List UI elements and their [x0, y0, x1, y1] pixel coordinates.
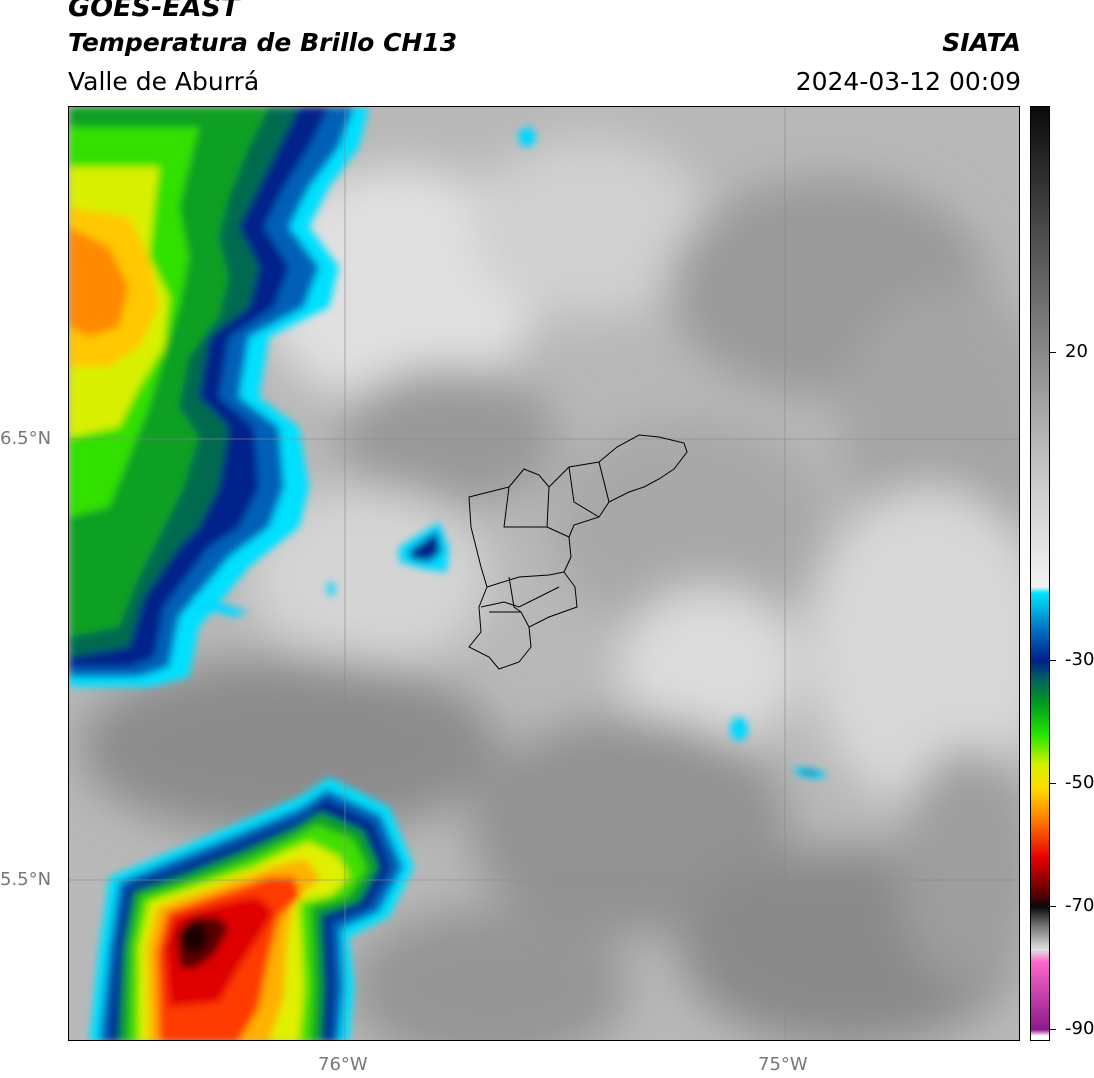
- colorbar-tick: [1050, 659, 1056, 661]
- colorbar-tick-label: -70: [1065, 894, 1094, 916]
- valley-boundaries: [468, 434, 688, 670]
- isolated-cells: [194, 127, 829, 779]
- cloud-texture: [79, 137, 1019, 1040]
- region-subtitle: Valle de Aburrá: [68, 67, 260, 96]
- colorbar-tick-label: -90: [1065, 1017, 1094, 1039]
- graticule: [69, 107, 1019, 1040]
- satellite-title: GOES-EAST: [68, 0, 240, 23]
- colorbar-tick: [1050, 1028, 1056, 1030]
- lon-label-76: 76°W: [318, 1054, 368, 1075]
- colorbar-tick-label: 20: [1065, 341, 1088, 363]
- colorbar-tick: [1050, 905, 1056, 907]
- product-title: Temperatura de Brillo CH13: [68, 28, 458, 57]
- convective-cell-northwest: [69, 107, 369, 687]
- colorbar-tick-label: -50: [1065, 771, 1094, 793]
- satellite-map[interactable]: [68, 106, 1020, 1041]
- colorbar: [1030, 106, 1050, 1041]
- lat-label-6-5: 6.5°N: [0, 428, 52, 449]
- colorbar-tick: [1050, 352, 1056, 354]
- timestamp-label: 2024-03-12 00:09: [795, 67, 1021, 96]
- convective-cell-southwest: [89, 777, 414, 1040]
- colorbar-tick-label: -30: [1065, 648, 1094, 670]
- colorbar-gradient: [1031, 107, 1049, 1040]
- lat-label-5-5: 5.5°N: [0, 869, 52, 890]
- colorbar-tick: [1050, 782, 1056, 784]
- lon-label-75: 75°W: [758, 1054, 808, 1075]
- brand-label: SIATA: [942, 28, 1021, 57]
